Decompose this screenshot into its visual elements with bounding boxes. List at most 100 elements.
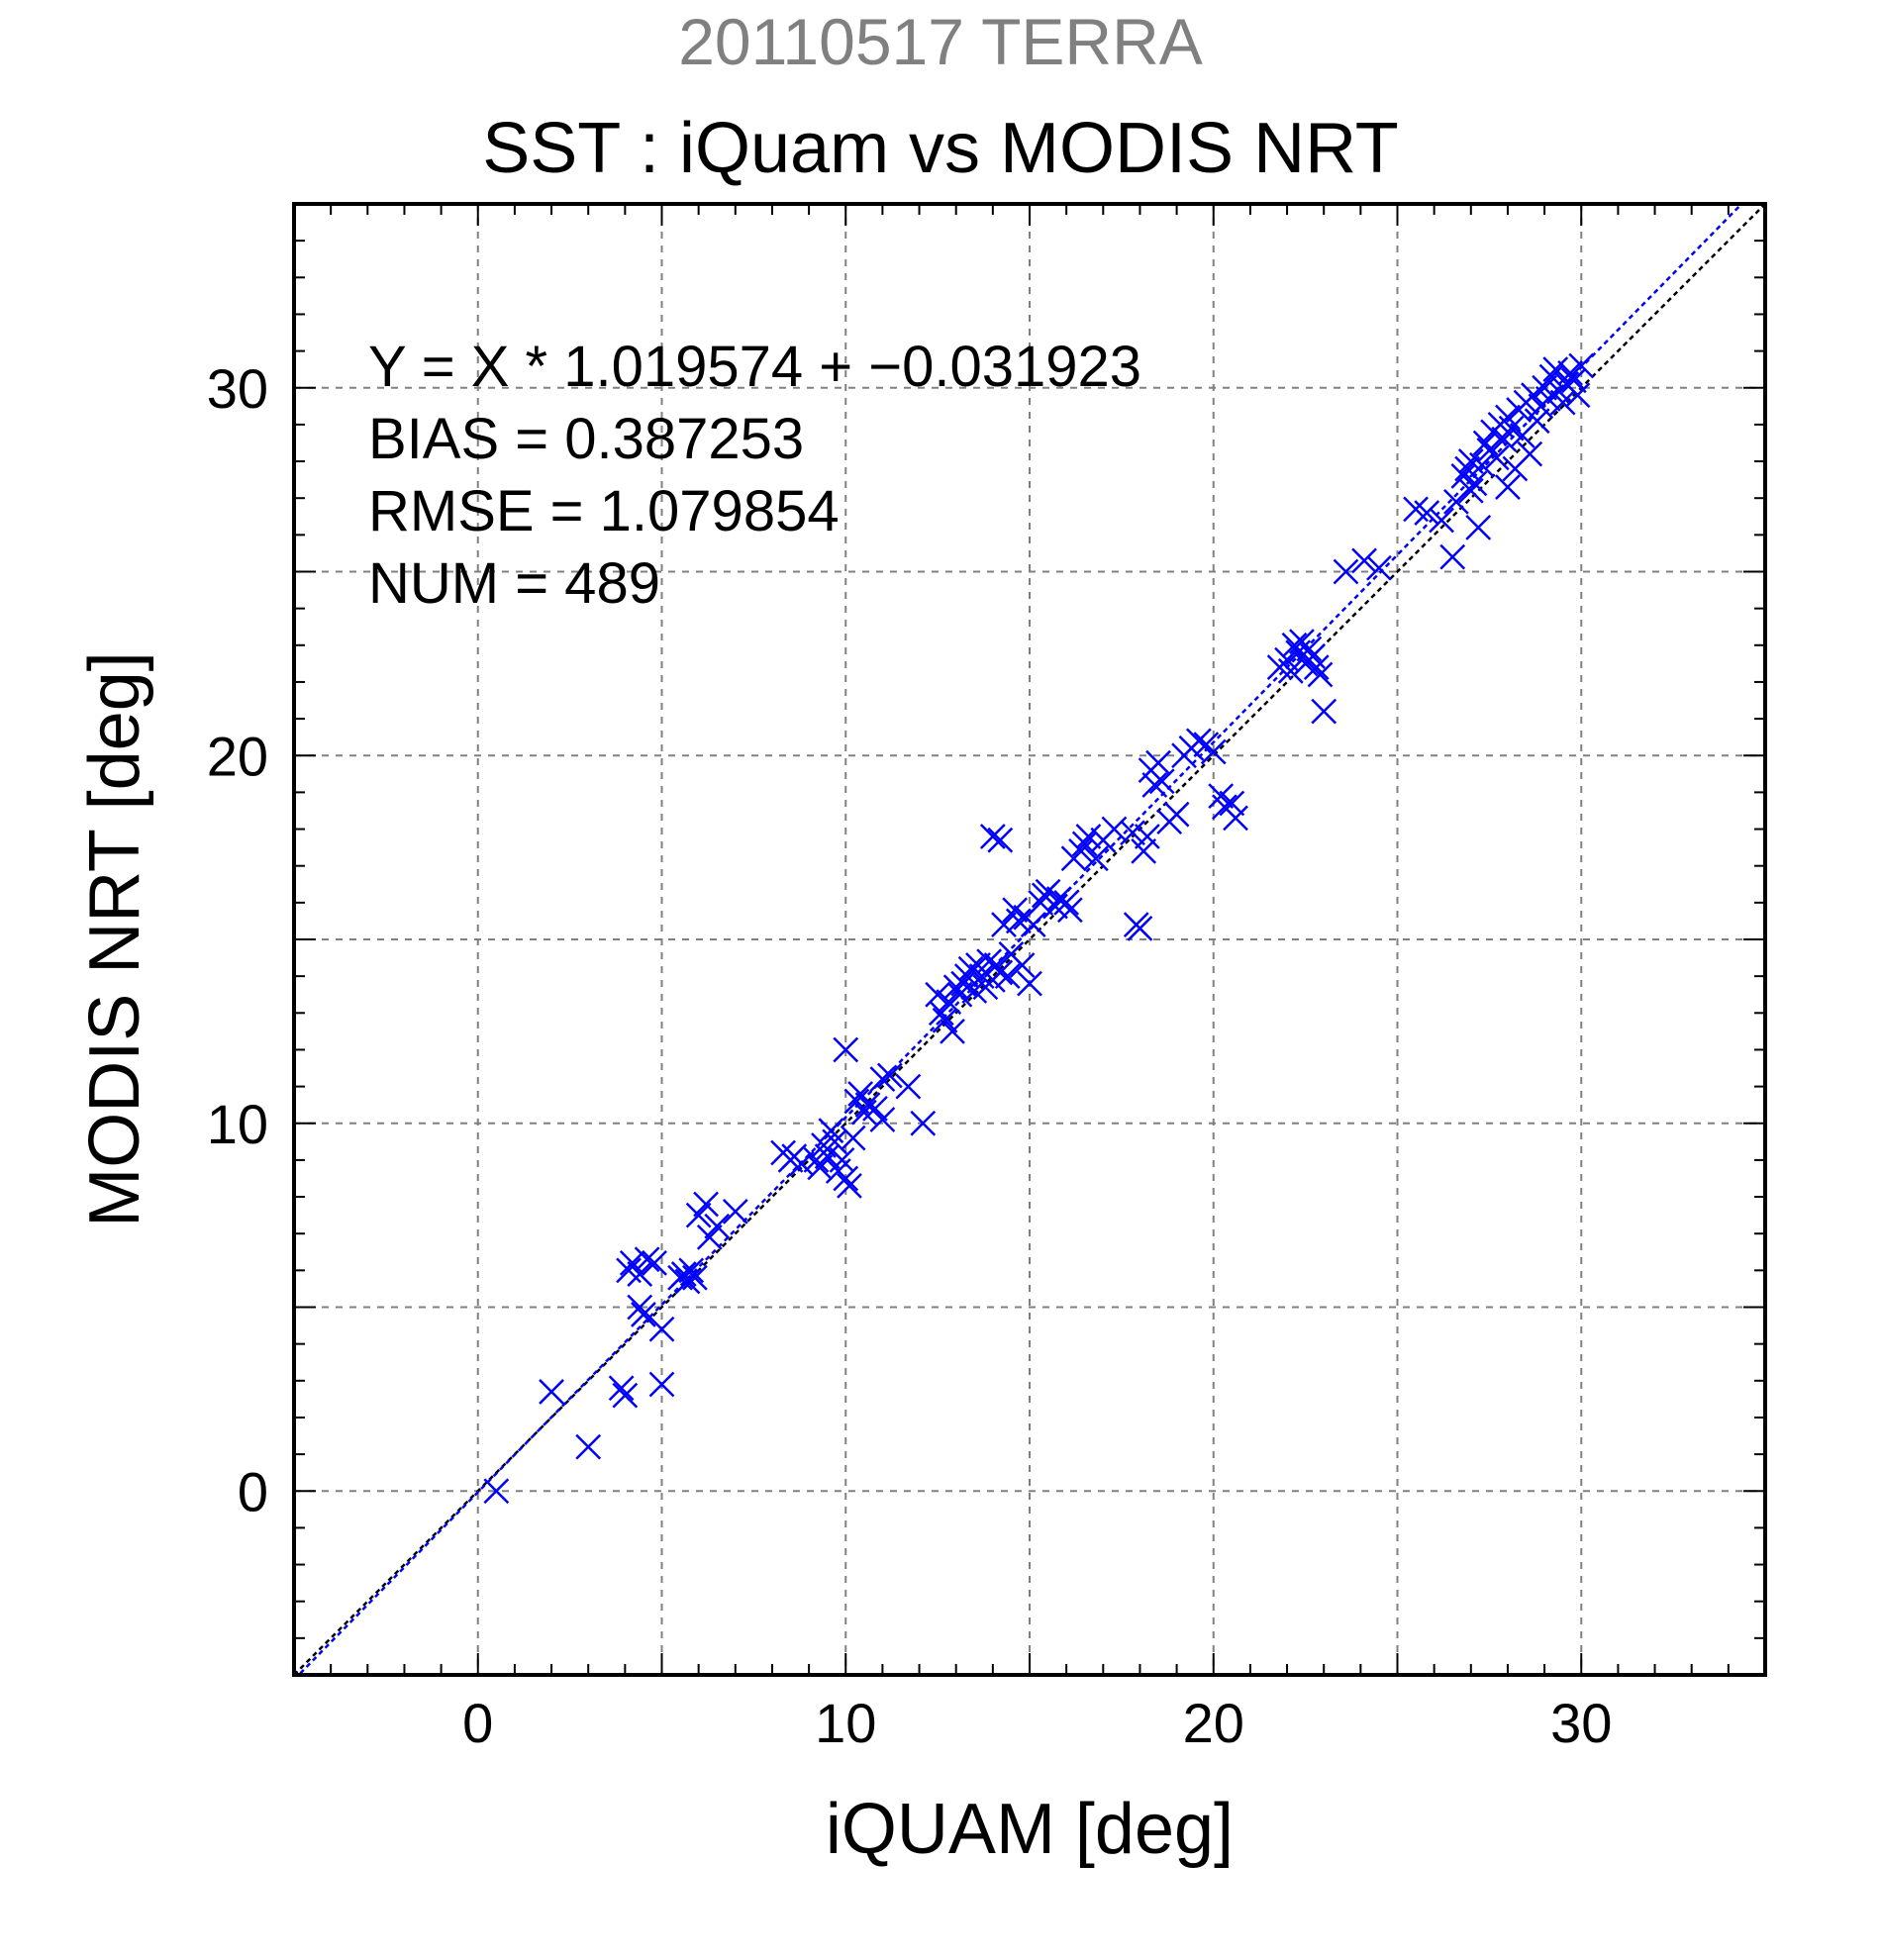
- data-point: [950, 970, 977, 997]
- data-point: [1134, 824, 1160, 849]
- data-point: [1071, 831, 1098, 857]
- data-point: [936, 989, 962, 1016]
- data-points: [483, 352, 1595, 1505]
- data-point: [833, 1036, 859, 1063]
- data-point: [634, 1246, 660, 1273]
- data-point: [1035, 878, 1061, 905]
- data-point: [1560, 367, 1587, 394]
- data-point: [979, 824, 1006, 849]
- y-tick-label: 0: [238, 1460, 268, 1522]
- data-point: [678, 1257, 705, 1284]
- data-point: [627, 1294, 653, 1321]
- data-point: [682, 1264, 708, 1291]
- data-point: [1009, 952, 1036, 978]
- data-point: [1351, 547, 1377, 574]
- data-point: [483, 1478, 510, 1505]
- data-point: [869, 1066, 896, 1093]
- fit-line: [296, 204, 1743, 1675]
- data-point: [1498, 415, 1525, 441]
- data-point: [869, 1107, 896, 1132]
- data-point: [1483, 444, 1510, 471]
- stats-annotation: Y = X * 1.019574 + −0.031923 BIAS = 0.387…: [368, 335, 1141, 616]
- data-point: [1568, 352, 1595, 379]
- data-point: [1186, 728, 1212, 754]
- data-point: [1450, 463, 1477, 489]
- data-point: [648, 1316, 675, 1342]
- data-point: [833, 1165, 859, 1192]
- data-point: [693, 1191, 719, 1218]
- data-point: [1534, 386, 1561, 412]
- data-point: [1296, 636, 1323, 662]
- data-point: [1281, 632, 1308, 658]
- chart-title: SST : iQuam vs MODIS NRT: [482, 109, 1399, 188]
- data-point: [1414, 500, 1440, 526]
- data-point: [1053, 889, 1080, 916]
- data-point: [840, 1125, 866, 1151]
- data-point: [895, 1073, 922, 1100]
- data-point: [608, 1375, 635, 1402]
- data-point: [631, 1302, 656, 1327]
- data-point: [1542, 356, 1569, 383]
- data-point: [1465, 515, 1492, 540]
- y-tick-label: 20: [207, 725, 268, 787]
- data-point: [704, 1213, 731, 1239]
- grid: [294, 204, 1765, 1675]
- data-point: [1495, 474, 1521, 500]
- data-point: [987, 959, 1014, 986]
- data-point: [1127, 915, 1153, 941]
- tick-labels: 0 10 20 30 0 10 20 30: [207, 357, 1613, 1754]
- y-tick-label: 30: [207, 357, 268, 420]
- data-point: [837, 1173, 862, 1199]
- data-point: [612, 1382, 639, 1409]
- x-axis-label: iQUAM [deg]: [826, 1790, 1234, 1869]
- data-point: [1141, 772, 1168, 798]
- data-point: [627, 1261, 653, 1287]
- data-point: [619, 1250, 645, 1276]
- data-point: [932, 1007, 958, 1033]
- data-point: [910, 1110, 937, 1136]
- plot-frame: [292, 202, 1767, 1677]
- data-point: [925, 981, 951, 1008]
- data-point: [1219, 790, 1245, 817]
- data-point: [1429, 507, 1454, 534]
- stats-line: NUM = 489: [368, 551, 660, 616]
- data-point: [957, 955, 984, 982]
- data-point: [862, 1096, 888, 1122]
- data-point: [1311, 698, 1337, 725]
- data-point: [1223, 805, 1248, 832]
- data-point: [1557, 360, 1583, 386]
- data-point: [1457, 477, 1484, 504]
- data-point: [1524, 408, 1550, 435]
- data-point: [1068, 837, 1094, 864]
- data-point: [685, 1202, 712, 1228]
- data-point: [1469, 451, 1495, 478]
- data-point: [1101, 816, 1128, 842]
- data-point: [1333, 558, 1359, 585]
- x-tick-label: 30: [1550, 1692, 1612, 1754]
- data-point: [994, 963, 1021, 990]
- data-point: [1020, 912, 1046, 938]
- x-tick-label: 0: [462, 1692, 493, 1754]
- reference-lines: [294, 204, 1765, 1675]
- data-point: [575, 1433, 602, 1460]
- data-point: [876, 1062, 903, 1089]
- data-point: [539, 1379, 564, 1405]
- stats-line: RMSE = 1.079854: [368, 479, 840, 543]
- stats-line: BIAS = 0.387253: [368, 407, 804, 471]
- data-point: [1200, 738, 1227, 765]
- data-point: [814, 1143, 841, 1170]
- data-point: [1120, 820, 1145, 846]
- data-point: [1439, 543, 1466, 570]
- data-point: [940, 1018, 965, 1044]
- data-point: [1148, 768, 1175, 795]
- data-point: [1163, 801, 1190, 828]
- data-point: [1082, 845, 1109, 872]
- data-point: [987, 827, 1014, 853]
- data-point: [1277, 657, 1304, 684]
- data-point: [1017, 970, 1042, 997]
- data-point: [722, 1199, 748, 1225]
- data-point: [1366, 554, 1392, 581]
- data-point: [1472, 430, 1499, 456]
